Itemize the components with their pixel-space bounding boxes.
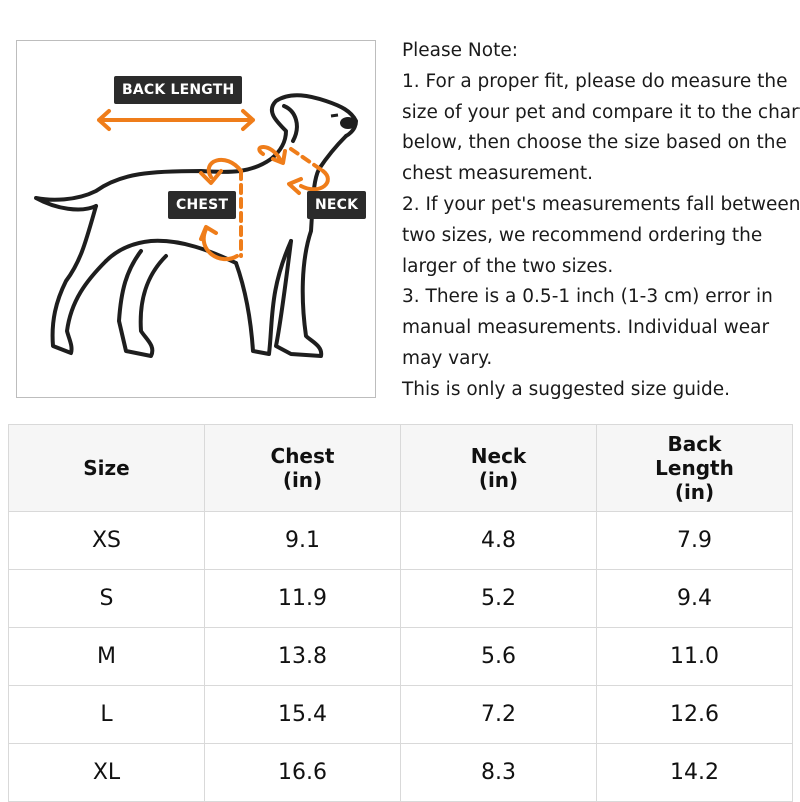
cell-size: M xyxy=(8,627,205,686)
note-line: two sizes, we recommend ordering the xyxy=(402,224,763,246)
header-text: Size xyxy=(83,456,130,480)
header-neck: Neck (in) xyxy=(400,424,597,512)
cell-back-length: 9.4 xyxy=(596,569,793,628)
cell-neck: 8.3 xyxy=(400,743,597,802)
header-text: Length xyxy=(655,456,734,480)
note-line: This is only a suggested size guide. xyxy=(402,378,731,400)
table-row: XL 16.6 8.3 14.2 xyxy=(8,743,793,802)
header-text: Back xyxy=(667,432,722,456)
header-unit: (in) xyxy=(674,480,715,504)
table-row: S 11.9 5.2 9.4 xyxy=(8,569,793,628)
header-text: Chest xyxy=(270,444,335,468)
neck-label: NECK xyxy=(307,191,367,219)
cell-chest: 15.4 xyxy=(204,685,401,744)
cell-size: S xyxy=(8,569,205,628)
cell-back-length: 12.6 xyxy=(596,685,793,744)
header-text: Neck xyxy=(470,444,527,468)
header-size: Size xyxy=(8,424,205,512)
cell-neck: 7.2 xyxy=(400,685,597,744)
note-line: 2. If your pet's measurements fall betwe… xyxy=(402,193,800,215)
table-row: XS 9.1 4.8 7.9 xyxy=(8,511,793,570)
note-line: 3. There is a 0.5-1 inch (1-3 cm) error … xyxy=(402,286,773,308)
note-line: below, then choose the size based on the xyxy=(402,132,787,154)
note-line: size of your pet and compare it to the c… xyxy=(402,101,800,123)
dog-measurement-diagram: BACK LENGTH CHEST NECK xyxy=(16,40,376,398)
table-row: L 15.4 7.2 12.6 xyxy=(8,685,793,744)
header-unit: (in) xyxy=(282,468,323,492)
back-length-arrow-icon xyxy=(97,109,255,131)
size-notes: Please Note: 1. For a proper fit, please… xyxy=(402,36,800,406)
cell-size: XL xyxy=(8,743,205,802)
note-line: 1. For a proper fit, please do measure t… xyxy=(402,70,788,92)
dog-outline-icon xyxy=(34,93,358,358)
cell-neck: 5.2 xyxy=(400,569,597,628)
note-line: may vary. xyxy=(402,347,493,369)
note-line: manual measurements. Individual wear xyxy=(402,317,770,339)
header-chest: Chest (in) xyxy=(204,424,401,512)
cell-back-length: 14.2 xyxy=(596,743,793,802)
cell-back-length: 7.9 xyxy=(596,511,793,570)
cell-chest: 13.8 xyxy=(204,627,401,686)
note-line: chest measurement. xyxy=(402,163,593,185)
cell-chest: 16.6 xyxy=(204,743,401,802)
table-row: M 13.8 5.6 11.0 xyxy=(8,627,793,686)
header-unit: (in) xyxy=(478,468,519,492)
cell-size: L xyxy=(8,685,205,744)
header-back-length: Back Length (in) xyxy=(596,424,793,512)
table-header-row: Size Chest (in) Neck (in) Back Length (in) xyxy=(8,424,793,512)
cell-chest: 9.1 xyxy=(204,511,401,570)
cell-size: XS xyxy=(8,511,205,570)
cell-chest: 11.9 xyxy=(204,569,401,628)
cell-neck: 5.6 xyxy=(400,627,597,686)
chest-label: CHEST xyxy=(168,191,237,219)
note-line: larger of the two sizes. xyxy=(402,255,614,277)
size-chart-table: Size Chest (in) Neck (in) Back Length (in) X… xyxy=(8,424,793,802)
notes-heading: Please Note: xyxy=(402,40,518,61)
cell-back-length: 11.0 xyxy=(596,627,793,686)
cell-neck: 4.8 xyxy=(400,511,597,570)
back-length-label: BACK LENGTH xyxy=(114,76,243,104)
